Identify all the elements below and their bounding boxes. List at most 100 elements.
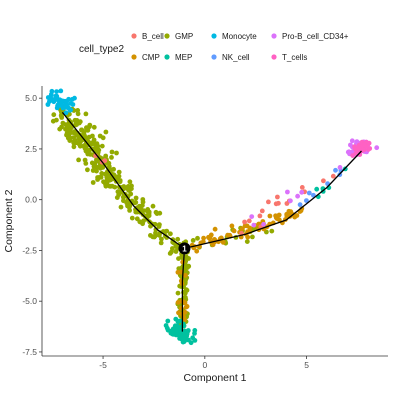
point-MEP <box>164 325 170 331</box>
point-MEP <box>177 318 183 324</box>
point-CMP <box>180 259 186 265</box>
point-GMP <box>91 164 97 169</box>
trajectory-branch-3 <box>181 248 186 332</box>
y-tick-label: -5.0 <box>22 296 37 306</box>
point-MEP <box>180 321 186 327</box>
point-T_cells <box>353 150 359 156</box>
point-GMP <box>244 239 250 245</box>
point-GMP <box>65 127 71 133</box>
point-Monocyte <box>64 99 70 104</box>
point-CMP <box>276 217 282 223</box>
legend-label-NK_cell: NK_cell <box>222 53 250 62</box>
point-GMP <box>99 171 105 176</box>
point-GMP <box>121 198 126 204</box>
point-GMP <box>145 207 151 212</box>
branch-node-label: 1 <box>182 244 187 253</box>
point-B_cell <box>299 185 305 190</box>
point-GMP <box>90 180 96 185</box>
point-GMP <box>182 290 188 296</box>
point-GMP <box>94 168 99 174</box>
point-GMP <box>112 184 118 190</box>
point-B_cell <box>321 178 326 184</box>
point-CMP <box>292 214 298 220</box>
legend-swatch-NK_cell <box>211 54 217 60</box>
series-Monocyte <box>45 88 77 116</box>
point-MEP <box>192 328 198 333</box>
point-CMP <box>184 304 190 309</box>
branch-node <box>178 242 191 255</box>
point-B_cell <box>257 213 263 219</box>
point-GMP <box>190 238 196 243</box>
point-CMP <box>175 300 181 305</box>
point-Pro-B_cell_CD34+ <box>288 198 293 204</box>
point-Monocyte <box>70 102 76 107</box>
series-CMP <box>175 206 305 322</box>
point-T_cells <box>360 147 366 152</box>
point-GMP <box>150 234 156 240</box>
legend-label-Pro-B_cell_CD34+: Pro-B_cell_CD34+ <box>282 32 349 41</box>
point-GMP <box>59 124 64 130</box>
point-GMP <box>154 211 160 217</box>
point-GMP <box>84 149 89 154</box>
point-Monocyte <box>54 89 59 94</box>
point-GMP <box>54 117 59 123</box>
point-GMP <box>127 203 133 209</box>
point-GMP <box>89 140 95 146</box>
point-GMP <box>97 133 103 139</box>
legend-swatch-Pro-B_cell_CD34+ <box>271 33 277 39</box>
legend-label-B_cell: B_cell <box>142 32 164 41</box>
point-B_cell <box>273 201 279 207</box>
point-B_cell <box>275 194 280 200</box>
point-GMP <box>118 204 124 210</box>
legend-label-GMP: GMP <box>175 32 193 41</box>
point-CMP <box>231 228 237 234</box>
point-GMP <box>121 184 127 189</box>
point-GMP <box>133 195 139 201</box>
point-NK_cell <box>304 198 309 204</box>
point-GMP <box>117 189 123 195</box>
point-GMP <box>163 229 168 235</box>
point-Monocyte <box>58 88 64 94</box>
point-GMP <box>85 167 90 173</box>
y-tick-label: 5.0 <box>25 93 37 103</box>
point-Monocyte <box>69 97 75 102</box>
point-MEP <box>314 186 320 192</box>
legend: cell_type2 B_cell CMP GMP MEP Monocyte NK_cel… <box>79 32 349 62</box>
point-T_cells <box>350 153 356 159</box>
point-GMP <box>79 127 84 133</box>
point-GMP <box>120 194 126 200</box>
point-GMP <box>93 147 99 152</box>
point-GMP <box>167 251 173 256</box>
point-GMP <box>179 254 185 260</box>
point-MEP <box>178 329 183 334</box>
point-NK_cell <box>333 167 338 173</box>
x-axis-title: Component 1 <box>183 372 246 384</box>
point-GMP <box>117 179 123 185</box>
point-GMP <box>91 124 97 130</box>
point-Monocyte <box>59 98 64 104</box>
point-CMP <box>284 211 290 217</box>
point-T_cells <box>352 144 357 150</box>
point-MEP <box>182 332 188 338</box>
point-GMP <box>71 144 77 150</box>
legend-swatch-Monocyte <box>211 33 217 39</box>
point-GMP <box>71 135 76 141</box>
point-GMP <box>138 206 144 211</box>
trajectory-branch-2 <box>184 150 362 250</box>
point-GMP <box>128 191 134 197</box>
point-Pro-B_cell_CD34+ <box>251 222 257 228</box>
point-MEP <box>190 335 196 341</box>
point-Monocyte <box>51 99 57 105</box>
point-GMP <box>175 290 181 296</box>
point-GMP <box>168 231 173 237</box>
point-MEP <box>168 330 174 336</box>
legend-label-T_cells: T_cells <box>282 53 307 62</box>
point-Monocyte <box>57 103 63 108</box>
point-GMP <box>157 222 162 228</box>
legend-swatch-CMP <box>131 54 137 60</box>
point-Pro-B_cell_CD34+ <box>249 214 255 220</box>
point-GMP <box>71 140 77 146</box>
point-GMP <box>250 234 255 240</box>
point-CMP <box>240 226 245 232</box>
